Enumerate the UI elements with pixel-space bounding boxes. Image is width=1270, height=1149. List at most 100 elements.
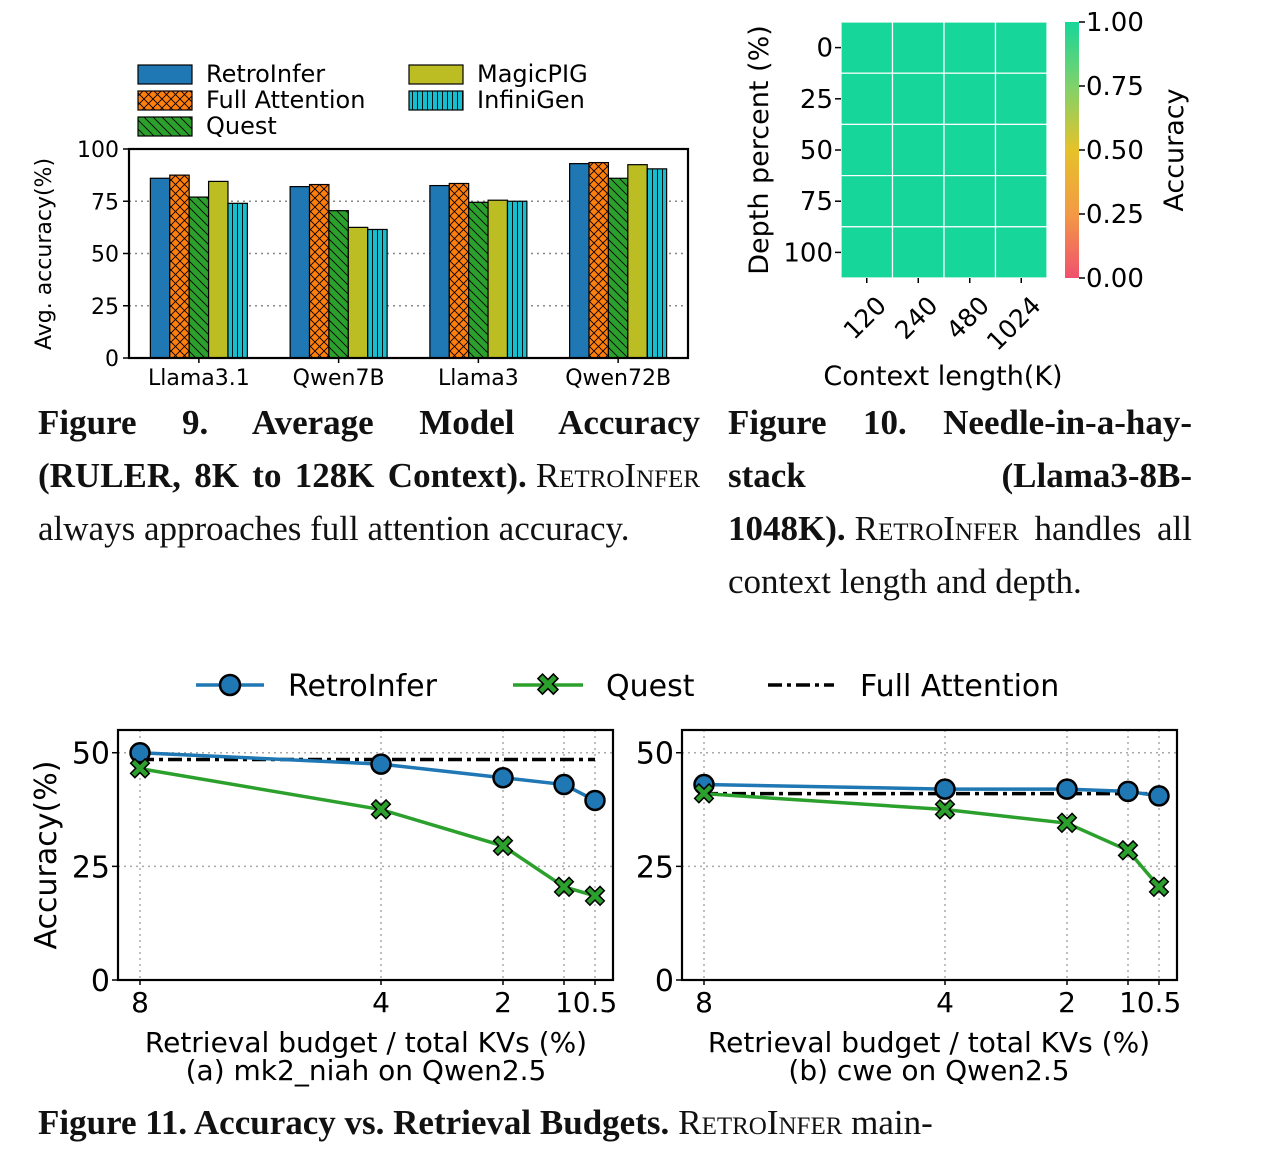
fig11a-axes-frame <box>116 728 615 982</box>
fig11-legend-fullattention-label: Full Attention <box>860 669 1059 704</box>
fig9-legend-swatch-outline <box>408 64 464 85</box>
fig10-ytick-label: 25 <box>800 85 833 115</box>
fig11-caption-body: main- <box>842 1103 933 1142</box>
fig9-bar-hatch <box>589 162 609 358</box>
fig9-legend-label: InfiniGen <box>477 86 585 114</box>
fig9-bar-hatch <box>169 175 190 358</box>
fig9-bar-hatch <box>647 168 667 358</box>
fig10-colorbar-tick-label: 0.00 <box>1086 264 1144 294</box>
fig9-bar-hatch <box>227 203 248 358</box>
fig11b-retroinfer-point <box>934 778 956 800</box>
fig11a-retroinfer-point <box>492 766 514 789</box>
fig9-legend-swatch-outline <box>137 116 193 137</box>
fig9-ytick-label: 100 <box>77 138 119 163</box>
fig10-cell <box>994 226 1048 279</box>
fig11a-quest-point: ✖ <box>583 880 606 913</box>
fig11b-axes-frame <box>680 728 1179 982</box>
fig9-legend-swatch-outline <box>137 64 193 85</box>
fig9-x-ticks: Llama3.1 Qwen7B Llama3 Qwen72B <box>148 358 671 391</box>
fig11a-subtitle: (a) mk2_niah on Qwen2.5 <box>186 1054 547 1087</box>
fig9-ytick-label: 25 <box>91 295 119 320</box>
fig11-legend-quest-marker: ✖ <box>535 668 560 703</box>
fig11b-quest-point: ✖ <box>1116 834 1139 867</box>
fig11b-xtick-label: 8 <box>695 986 713 1019</box>
fig10-cell <box>994 175 1048 228</box>
fig9-bar <box>569 163 590 358</box>
fig11a-xtick-label: 2 <box>494 986 512 1019</box>
fig9-ytick-label: 75 <box>91 190 119 215</box>
fig11b-xlabel: Retrieval budget / total KVs (%) <box>708 1026 1150 1059</box>
fig10-caption-system: RetroInfer <box>854 509 1019 548</box>
fig9-legend-swatch <box>138 65 192 84</box>
fig10-cell <box>994 21 1048 74</box>
fig11b-xtick-label: 1 <box>1119 986 1137 1019</box>
fig11-caption-title: Figure 11. Accuracy vs. Retrieval Budget… <box>38 1103 670 1142</box>
fig11-caption-system: RetroInfer <box>678 1103 843 1142</box>
fig11b-retroinfer-point <box>1117 780 1139 803</box>
fig9-bar-hatch <box>449 183 469 358</box>
fig11b-quest-point: ✖ <box>1147 871 1170 904</box>
fig11a-lines: ✖✖✖✖ ✖ <box>128 741 607 914</box>
fig10-cell <box>994 123 1048 177</box>
fig9-legend-swatch-outline <box>408 90 464 111</box>
fig11b-xtick-label: 4 <box>936 986 954 1019</box>
fig10-colorbar-tick-label: 0.75 <box>1086 72 1144 102</box>
fig11a-quest-point: ✖ <box>128 753 151 786</box>
fig10-colorbar <box>1065 22 1079 278</box>
fig9-legend-label: RetroInfer <box>206 60 325 88</box>
fig11-legend: RetroInfer ✖ Quest Full Attention <box>196 667 1059 704</box>
fig11a-ytick-label: 25 <box>72 850 110 885</box>
fig11b-ytick-label: 50 <box>636 737 674 772</box>
fig11b-retroinfer-point <box>1056 778 1078 800</box>
fig11b-quest-point: ✖ <box>1055 807 1078 840</box>
fig11-legend-quest-label: Quest <box>606 669 695 704</box>
fig10-caption: Figure 10. Needle-in-a-hay-stack (Llama3… <box>728 396 1192 608</box>
fig11b-ytick-label: 25 <box>636 850 674 885</box>
fig10-colorbar-tick-label: 0.50 <box>1086 136 1144 166</box>
fig11a-grid <box>118 730 613 980</box>
fig11-legend-retroinfer-label: RetroInfer <box>288 669 438 704</box>
fig11a-ylabel: Accuracy(%) <box>29 761 64 950</box>
fig11b-ytick-label: 0 <box>655 964 674 999</box>
fig9-caption-title: Figure 9. Average Model Accuracy (RULER,… <box>38 403 700 495</box>
fig10-caption-body: handles all context length and depth. <box>728 509 1192 601</box>
fig10-cell <box>943 72 997 125</box>
fig9-bar-hatch <box>468 202 489 358</box>
fig11a-xtick-label: 0.5 <box>573 986 618 1019</box>
fig9-bar-hatch <box>507 201 527 358</box>
fig11a-xlabel: Retrieval budget / total KVs (%) <box>145 1026 587 1059</box>
fig10-colorbar-label: Accuracy <box>1159 88 1190 211</box>
fig10-xtick-label: 240 <box>889 291 943 345</box>
fig9-caption: Figure 9. Average Model Accuracy (RULER,… <box>38 396 700 555</box>
fig10-ytick-label: 50 <box>800 136 833 166</box>
fig9-xtick-label: Llama3 <box>438 366 519 391</box>
fig10-ytick-label: 75 <box>800 187 833 217</box>
fig11a-xtick-label: 8 <box>131 986 149 1019</box>
fig9-bar-hatch <box>328 210 349 358</box>
fig11-legend-retroinfer-marker <box>218 673 242 697</box>
fig9-bar-hatch <box>608 178 628 358</box>
fig10-cell <box>840 123 894 177</box>
fig11b-xtick-label: 0.5 <box>1137 986 1182 1019</box>
fig10-y-ticks: 0 25 50 75 100 <box>783 34 841 268</box>
fig10-cell <box>943 21 997 74</box>
fig9-xtick-label: Llama3.1 <box>148 366 250 391</box>
fig9-ytick-label: 50 <box>91 243 119 268</box>
fig11b-quest-point: ✖ <box>692 778 715 811</box>
fig11a-xtick-label: 4 <box>372 986 390 1019</box>
fig11b-ticks: 0 25 50 8 4 2 1 0.5 <box>636 737 1181 1019</box>
fig9-legend-swatch-hatch <box>409 91 463 110</box>
fig11b-lines: ✖ ✖ ✖✖✖ <box>692 773 1171 905</box>
fig10-cell <box>840 226 894 279</box>
fig9-bar <box>150 178 170 358</box>
fig10-colorbar-ticks: 0.00 0.25 0.50 0.75 1.00 <box>1079 8 1144 294</box>
fig10-cell <box>891 21 945 74</box>
fig9-bar-hatch <box>309 184 329 358</box>
fig9-bar-hatch <box>367 229 388 358</box>
fig10-caption-title: Figure 10. Needle-in-a-hay-stack (Llama3… <box>728 403 1192 548</box>
